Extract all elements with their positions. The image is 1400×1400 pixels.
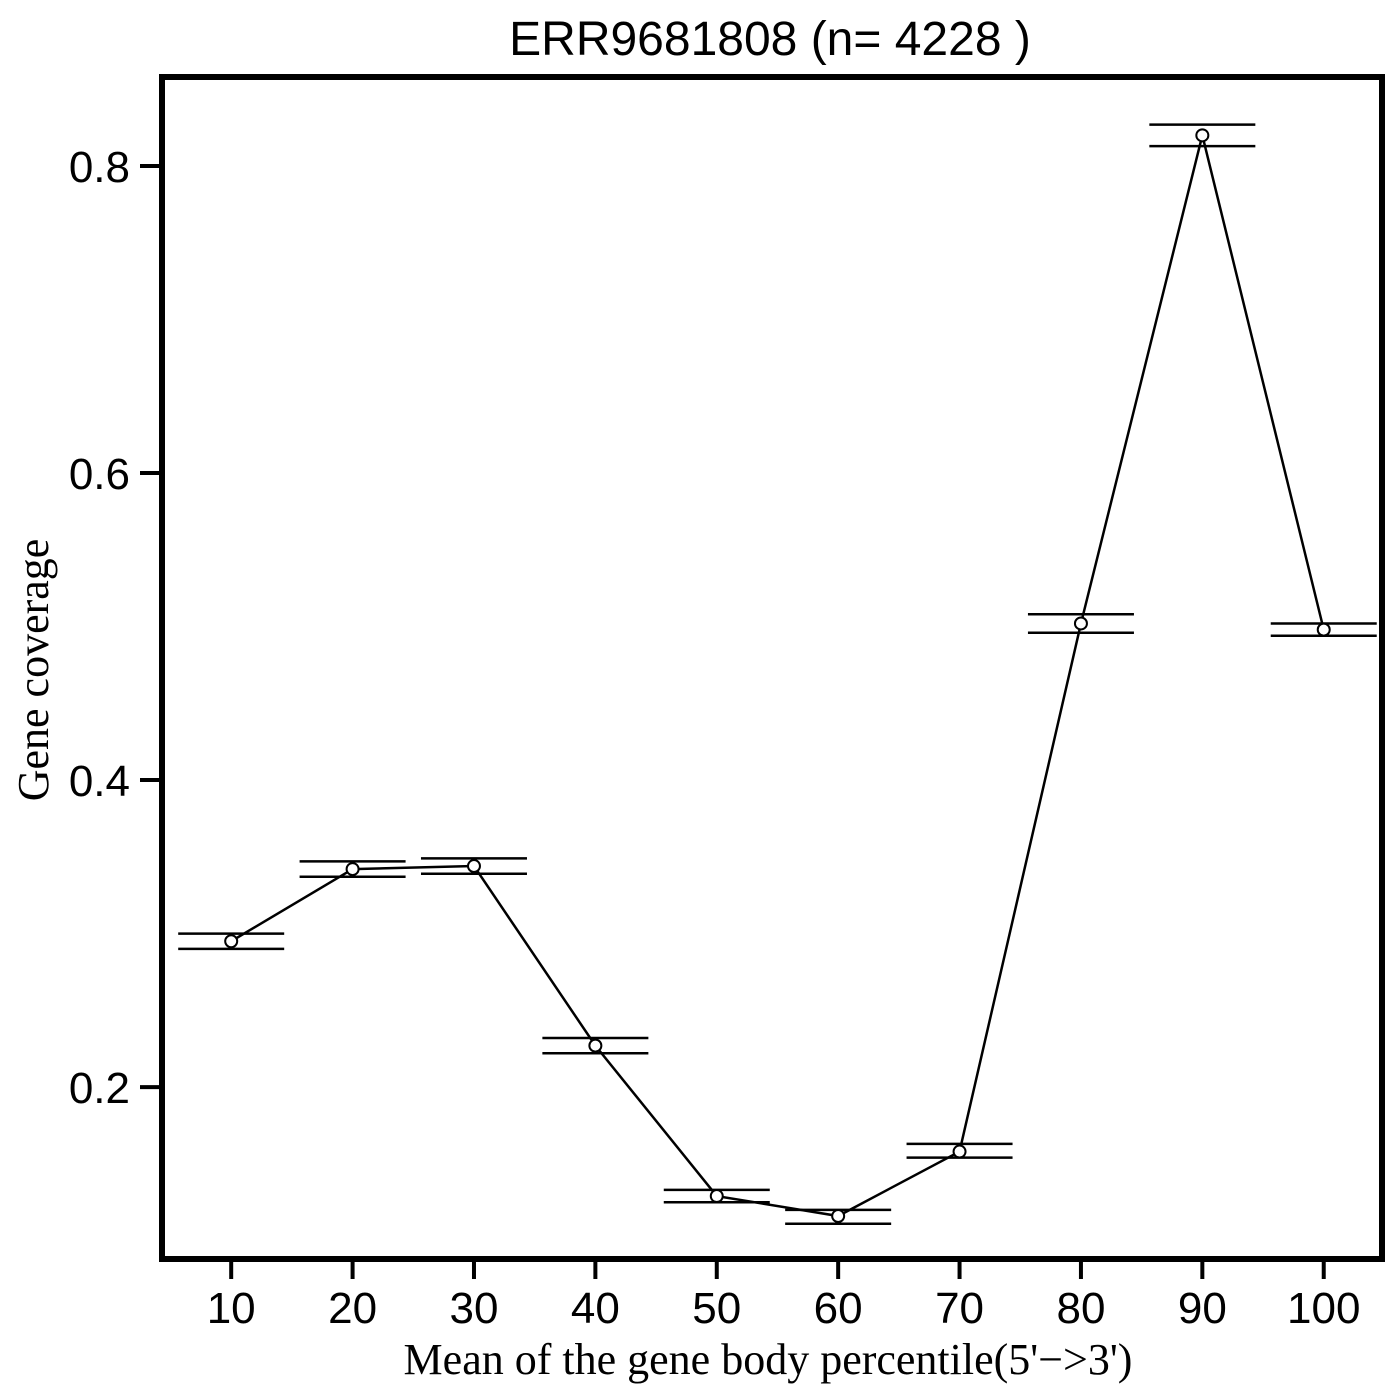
x-tick-label: 10 bbox=[207, 1284, 256, 1333]
x-tick-label: 40 bbox=[571, 1284, 620, 1333]
x-axis-label: Mean of the gene body percentile(5'−>3') bbox=[404, 1335, 1133, 1384]
series-line bbox=[230, 135, 1325, 1218]
y-axis-label: Gene coverage bbox=[9, 539, 58, 802]
error-bar bbox=[1149, 123, 1256, 148]
chart-title: ERR9681808 (n= 4228 ) bbox=[509, 13, 1031, 66]
x-tick-label: 20 bbox=[328, 1284, 377, 1333]
error-bar bbox=[178, 932, 285, 951]
data-point bbox=[588, 1038, 603, 1053]
data-point bbox=[224, 934, 239, 949]
x-tick-label: 80 bbox=[1056, 1284, 1105, 1333]
data-point bbox=[709, 1189, 724, 1204]
x-tick-label: 90 bbox=[1178, 1284, 1227, 1333]
error-bar bbox=[1027, 613, 1134, 634]
y-tick-label: 0.4 bbox=[69, 757, 130, 806]
error-bar bbox=[542, 1036, 649, 1055]
x-tick-label: 70 bbox=[935, 1284, 984, 1333]
data-point bbox=[952, 1144, 967, 1159]
y-tick-label: 0.2 bbox=[69, 1064, 130, 1113]
y-axis: 0.2 0.4 0.6 0.8 bbox=[69, 143, 162, 1113]
data-point bbox=[831, 1209, 846, 1224]
data-point bbox=[1316, 622, 1331, 637]
y-tick-label: 0.8 bbox=[69, 143, 130, 192]
error-bars bbox=[178, 123, 1377, 1225]
x-tick-label: 30 bbox=[450, 1284, 499, 1333]
data-point bbox=[466, 859, 481, 874]
x-tick-label: 50 bbox=[692, 1284, 741, 1333]
x-tick-label: 60 bbox=[814, 1284, 863, 1333]
data-point bbox=[1073, 616, 1088, 631]
error-bar bbox=[299, 860, 406, 879]
y-tick-label: 0.6 bbox=[69, 450, 130, 499]
plot-frame bbox=[159, 74, 1385, 1262]
data-point bbox=[345, 862, 360, 877]
error-bar bbox=[420, 857, 527, 875]
x-axis: 10 20 30 40 50 60 70 80 90 100 bbox=[207, 1259, 1360, 1333]
data-point bbox=[1195, 128, 1210, 143]
data-series bbox=[224, 128, 1331, 1224]
x-tick-label: 100 bbox=[1287, 1284, 1360, 1333]
